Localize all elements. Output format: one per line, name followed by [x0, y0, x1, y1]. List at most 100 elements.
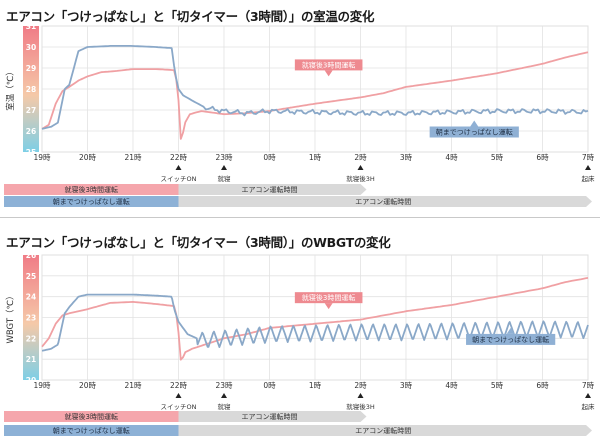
- event-label: スイッチON: [161, 403, 197, 411]
- event-marker-triangle: [585, 165, 591, 170]
- x-tick-label: 0時: [263, 381, 276, 390]
- x-tick-label: 7時: [582, 153, 595, 162]
- schedule-bar-3h: [4, 411, 179, 422]
- schedule-run-label-3h: エアコン運転時間: [242, 185, 298, 194]
- x-tick-label: 21時: [124, 381, 142, 390]
- x-tick-label: 3時: [400, 381, 413, 390]
- x-tick-label: 19時: [33, 381, 51, 390]
- x-tick-label: 5時: [491, 153, 504, 162]
- event-label: 就寝後3H: [346, 402, 375, 411]
- x-tick-label: 20時: [79, 381, 97, 390]
- series-line-all-night: [41, 293, 589, 352]
- callout-all-night-label: 朝までつけっぱなし運転: [472, 335, 549, 344]
- schedule-bar-3h: [4, 184, 179, 195]
- wbgt-panel: エアコン「つけっぱなし」と「切タイマー（3時間）」のWBGTの変化 20 21 22…: [0, 218, 600, 439]
- y-axis-color-bar: [23, 26, 39, 152]
- chart-title: エアコン「つけっぱなし」と「切タイマー（3時間）」のWBGTの変化: [6, 235, 391, 250]
- x-tick-label: 20時: [79, 153, 97, 162]
- y-tick-label: 23: [26, 314, 36, 323]
- callout-3h-pointer: [324, 303, 333, 310]
- event-marker-triangle: [357, 393, 364, 398]
- x-tick-label: 5時: [491, 381, 504, 390]
- schedule-run-bar-all-night: [178, 425, 592, 436]
- event-label: 就寝: [218, 174, 232, 183]
- schedule-label-3h: 就寝後3時間運転: [65, 185, 118, 194]
- event-label: 起床: [582, 174, 596, 183]
- y-tick-label: 26: [26, 251, 36, 260]
- series-line-3h: [41, 51, 589, 140]
- callout-3h-box: [294, 59, 363, 71]
- y-tick-label: 25: [26, 148, 36, 157]
- chart-title: エアコン「つけっぱなし」と「切タイマー（3時間）」の室温の変化: [6, 9, 375, 24]
- event-label: 起床: [582, 402, 596, 411]
- event-label: 就寝: [218, 402, 232, 411]
- x-tick-label: 6時: [536, 381, 549, 390]
- event-label: スイッチON: [161, 175, 197, 183]
- y-axis-color-bar: [23, 255, 39, 380]
- x-tick-label: 22時: [170, 381, 188, 390]
- room-temperature-panel: エアコン「つけっぱなし」と「切タイマー（3時間）」の室温の変化 25 26 27 28…: [0, 0, 600, 217]
- y-tick-label: 30: [26, 43, 36, 52]
- y-tick-label: 20: [26, 376, 36, 385]
- y-axis-label: 室温（℃）: [5, 67, 16, 111]
- y-axis-label: WBGT（℃）: [5, 291, 16, 343]
- event-label: 就寝後3H: [346, 174, 375, 183]
- schedule-run-label-all-night: エアコン運転時間: [355, 197, 411, 206]
- y-tick-label: 31: [26, 22, 36, 31]
- callout-3h-label: 就寝後3時間運転: [302, 293, 355, 302]
- y-tick-label: 20: [26, 376, 36, 385]
- schedule-bar-all-night: [4, 196, 179, 207]
- callout-all-night-box: [466, 333, 556, 345]
- y-tick-label: 25: [26, 272, 36, 281]
- x-tick-label: 22時: [170, 153, 188, 162]
- callout-3h-box: [294, 292, 363, 304]
- y-tick-label: 26: [26, 127, 36, 136]
- y-tick-label: 21: [26, 355, 36, 364]
- callout-all-night-box: [429, 126, 519, 138]
- x-tick-label: 3時: [400, 153, 413, 162]
- y-tick-label: 22: [26, 334, 36, 343]
- schedule-bar-all-night: [4, 425, 179, 436]
- series-line-all-night: [41, 45, 589, 130]
- event-marker-triangle: [221, 165, 227, 170]
- y-tick-label: 29: [26, 64, 36, 73]
- x-tick-label: 23時: [215, 153, 233, 162]
- x-tick-label: 19時: [33, 153, 51, 162]
- room-temperature-chart: 2526272829303125262728293031室温（℃）19時20時2…: [4, 22, 596, 207]
- x-tick-label: 2時: [354, 153, 367, 162]
- schedule-run-label-3h: エアコン運転時間: [242, 412, 298, 421]
- event-marker-triangle: [175, 393, 182, 398]
- x-tick-label: 1時: [309, 381, 322, 390]
- series-line-3h: [41, 277, 589, 361]
- y-tick-label: 28: [26, 85, 36, 94]
- x-tick-label: 1時: [309, 153, 322, 162]
- schedule-run-bar-all-night: [178, 196, 592, 207]
- callout-all-night-label: 朝までつけっぱなし運転: [436, 128, 513, 137]
- y-tick-label: 24: [26, 293, 36, 302]
- x-tick-label: 0時: [263, 153, 276, 162]
- y-tick-label: 27: [26, 106, 36, 115]
- x-tick-label: 4時: [445, 153, 458, 162]
- callout-3h-label: 就寝後3時間運転: [302, 60, 355, 69]
- schedule-run-bar-3h: [178, 411, 367, 422]
- callout-all-night-pointer: [506, 327, 515, 334]
- x-tick-label: 2時: [354, 381, 367, 390]
- event-marker-triangle: [221, 393, 227, 398]
- x-tick-label: 7時: [582, 381, 595, 390]
- x-tick-label: 6時: [536, 153, 549, 162]
- event-marker-triangle: [175, 165, 182, 170]
- callout-all-night-pointer: [470, 120, 479, 127]
- x-tick-label: 4時: [445, 381, 458, 390]
- x-tick-label: 23時: [215, 381, 233, 390]
- event-marker-triangle: [357, 165, 364, 170]
- wbgt-chart: 2021222324252620212223242526WBGT（℃）19時20…: [4, 251, 596, 436]
- event-marker-triangle: [585, 393, 591, 398]
- schedule-label-3h: 就寝後3時間運転: [65, 412, 118, 421]
- schedule-label-all-night: 朝までつけっぱなし運転: [53, 197, 130, 206]
- divider: [0, 217, 600, 218]
- schedule-run-bar-3h: [178, 184, 367, 195]
- schedule-label-all-night: 朝までつけっぱなし運転: [53, 426, 130, 435]
- schedule-run-label-all-night: エアコン運転時間: [355, 426, 411, 435]
- x-tick-label: 21時: [124, 153, 142, 162]
- y-tick-label: 25: [26, 148, 36, 157]
